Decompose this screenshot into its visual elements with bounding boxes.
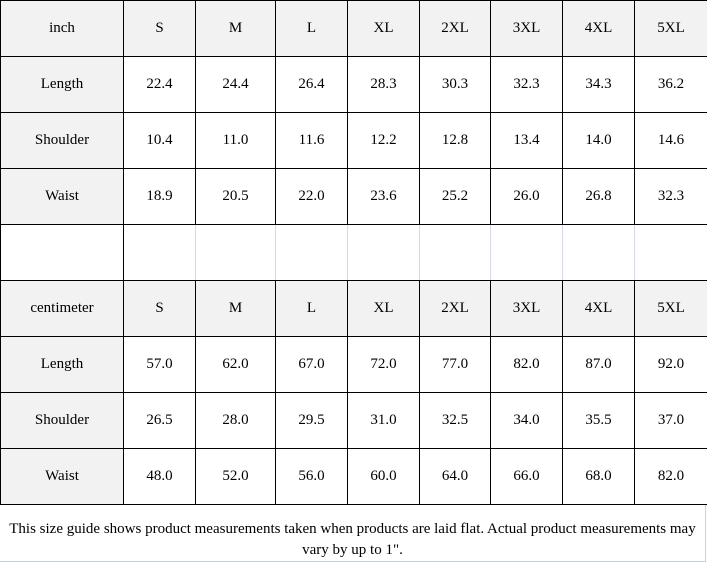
measurement-cell: 31.0 (347, 392, 420, 449)
table-row: Shoulder 10.4 11.0 11.6 12.2 12.8 13.4 14.0 14.6 (0, 112, 707, 169)
measurement-cell: 26.0 (490, 168, 563, 225)
measurement-cell: 66.0 (490, 448, 563, 505)
size-header: L (275, 280, 348, 337)
size-header: 2XL (419, 0, 491, 57)
row-label: Length (0, 56, 124, 113)
spacer-row (0, 224, 707, 281)
size-header: S (123, 280, 196, 337)
size-header: 3XL (490, 0, 563, 57)
measurement-cell: 77.0 (419, 336, 491, 393)
empty-cell (634, 224, 707, 281)
row-label: Waist (0, 448, 124, 505)
empty-cell (562, 224, 635, 281)
measurement-cell: 37.0 (634, 392, 707, 449)
measurement-cell: 35.5 (562, 392, 635, 449)
measurement-cell: 60.0 (347, 448, 420, 505)
measurement-cell: 32.3 (634, 168, 707, 225)
measurement-cell: 12.2 (347, 112, 420, 169)
measurement-cell: 36.2 (634, 56, 707, 113)
size-header: 2XL (419, 280, 491, 337)
unit-header: centimeter (0, 280, 124, 337)
measurement-cell: 82.0 (634, 448, 707, 505)
measurement-cell: 25.2 (419, 168, 491, 225)
measurement-cell: 56.0 (275, 448, 348, 505)
table-row: Shoulder 26.5 28.0 29.5 31.0 32.5 34.0 35.5 37.0 (0, 392, 707, 449)
measurement-cell: 20.5 (195, 168, 276, 225)
empty-cell (347, 224, 420, 281)
measurement-cell: 22.4 (123, 56, 196, 113)
measurement-cell: 72.0 (347, 336, 420, 393)
measurement-cell: 11.0 (195, 112, 276, 169)
measurement-cell: 14.0 (562, 112, 635, 169)
measurement-cell: 26.8 (562, 168, 635, 225)
size-guide-note: This size guide shows product measuremen… (0, 505, 706, 562)
empty-cell (123, 224, 196, 281)
row-label: Shoulder (0, 392, 124, 449)
measurement-cell: 24.4 (195, 56, 276, 113)
header-row: centimeter S M L XL 2XL 3XL 4XL 5XL (0, 280, 707, 337)
size-header: 4XL (562, 0, 635, 57)
measurement-cell: 32.3 (490, 56, 563, 113)
size-header: 3XL (490, 280, 563, 337)
empty-cell (275, 224, 348, 281)
measurement-cell: 92.0 (634, 336, 707, 393)
size-header: 4XL (562, 280, 635, 337)
measurement-cell: 22.0 (275, 168, 348, 225)
size-header: XL (347, 280, 420, 337)
size-header: 5XL (634, 0, 707, 57)
size-header: 5XL (634, 280, 707, 337)
size-header: M (195, 0, 276, 57)
measurement-cell: 52.0 (195, 448, 276, 505)
size-chart-table: inch S M L XL 2XL 3XL 4XL 5XL Length 22.4 24.4 26.4 2… (0, 0, 707, 505)
row-label: Waist (0, 168, 124, 225)
measurement-cell: 23.6 (347, 168, 420, 225)
row-label: Shoulder (0, 112, 124, 169)
size-header: XL (347, 0, 420, 57)
measurement-cell: 57.0 (123, 336, 196, 393)
size-header: M (195, 280, 276, 337)
measurement-cell: 26.4 (275, 56, 348, 113)
table-row: Waist 18.9 20.5 22.0 23.6 25.2 26.0 26.8 32.3 (0, 168, 707, 225)
measurement-cell: 48.0 (123, 448, 196, 505)
empty-cell (195, 224, 276, 281)
measurement-cell: 67.0 (275, 336, 348, 393)
measurement-cell: 34.3 (562, 56, 635, 113)
measurement-cell: 87.0 (562, 336, 635, 393)
measurement-cell: 26.5 (123, 392, 196, 449)
measurement-cell: 64.0 (419, 448, 491, 505)
measurement-cell: 28.0 (195, 392, 276, 449)
measurement-cell: 30.3 (419, 56, 491, 113)
unit-header: inch (0, 0, 124, 57)
table-row: Length 22.4 24.4 26.4 28.3 30.3 32.3 34.3 36.2 (0, 56, 707, 113)
measurement-cell: 10.4 (123, 112, 196, 169)
measurement-cell: 32.5 (419, 392, 491, 449)
measurement-cell: 14.6 (634, 112, 707, 169)
measurement-cell: 28.3 (347, 56, 420, 113)
measurement-cell: 13.4 (490, 112, 563, 169)
table-row: Waist 48.0 52.0 56.0 60.0 64.0 66.0 68.0 82.0 (0, 448, 707, 505)
measurement-cell: 29.5 (275, 392, 348, 449)
empty-cell (0, 224, 124, 281)
row-label: Length (0, 336, 124, 393)
empty-cell (490, 224, 563, 281)
empty-cell (419, 224, 491, 281)
header-row: inch S M L XL 2XL 3XL 4XL 5XL (0, 0, 707, 57)
measurement-cell: 62.0 (195, 336, 276, 393)
table-row: Length 57.0 62.0 67.0 72.0 77.0 82.0 87.0 92.0 (0, 336, 707, 393)
measurement-cell: 11.6 (275, 112, 348, 169)
measurement-cell: 68.0 (562, 448, 635, 505)
measurement-cell: 34.0 (490, 392, 563, 449)
measurement-cell: 12.8 (419, 112, 491, 169)
size-header: L (275, 0, 348, 57)
measurement-cell: 18.9 (123, 168, 196, 225)
measurement-cell: 82.0 (490, 336, 563, 393)
size-header: S (123, 0, 196, 57)
